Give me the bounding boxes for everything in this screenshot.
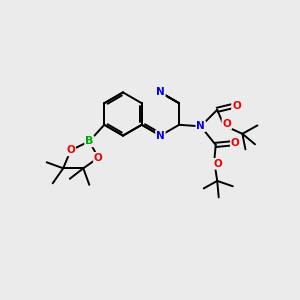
Text: N: N (196, 121, 205, 131)
Text: O: O (94, 153, 103, 163)
Text: N: N (156, 87, 165, 98)
Text: N: N (156, 130, 165, 141)
Text: O: O (66, 145, 75, 155)
Text: B: B (85, 136, 94, 146)
Text: O: O (231, 138, 240, 148)
Text: O: O (232, 101, 241, 111)
Text: O: O (222, 119, 231, 129)
Text: O: O (213, 159, 222, 169)
